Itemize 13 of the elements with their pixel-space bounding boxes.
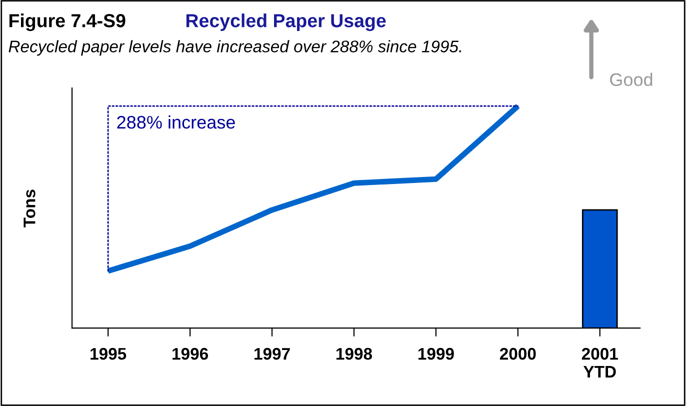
x-tick-label: 1995 xyxy=(90,348,126,360)
x-tick-label: 2001 YTD xyxy=(582,348,618,378)
x-tick-label: 1997 xyxy=(254,348,290,360)
caption: Figure 7.4-S9 xyxy=(9,14,126,32)
x-tick-label: 1996 xyxy=(172,348,208,360)
x-tick-label: 2000 xyxy=(500,348,536,360)
chart-subtitle: Recycled paper levels have increased over 288% since 1995. xyxy=(8,40,462,56)
text: Good xyxy=(610,72,652,86)
x-tick-label: 1998 xyxy=(336,348,372,360)
y-axis-title: Tons xyxy=(24,190,36,228)
x-tick-label: 1999 xyxy=(418,348,454,360)
annotation: 288% increase xyxy=(117,115,235,129)
chart-title: Recycled Paper Usage xyxy=(186,14,386,32)
